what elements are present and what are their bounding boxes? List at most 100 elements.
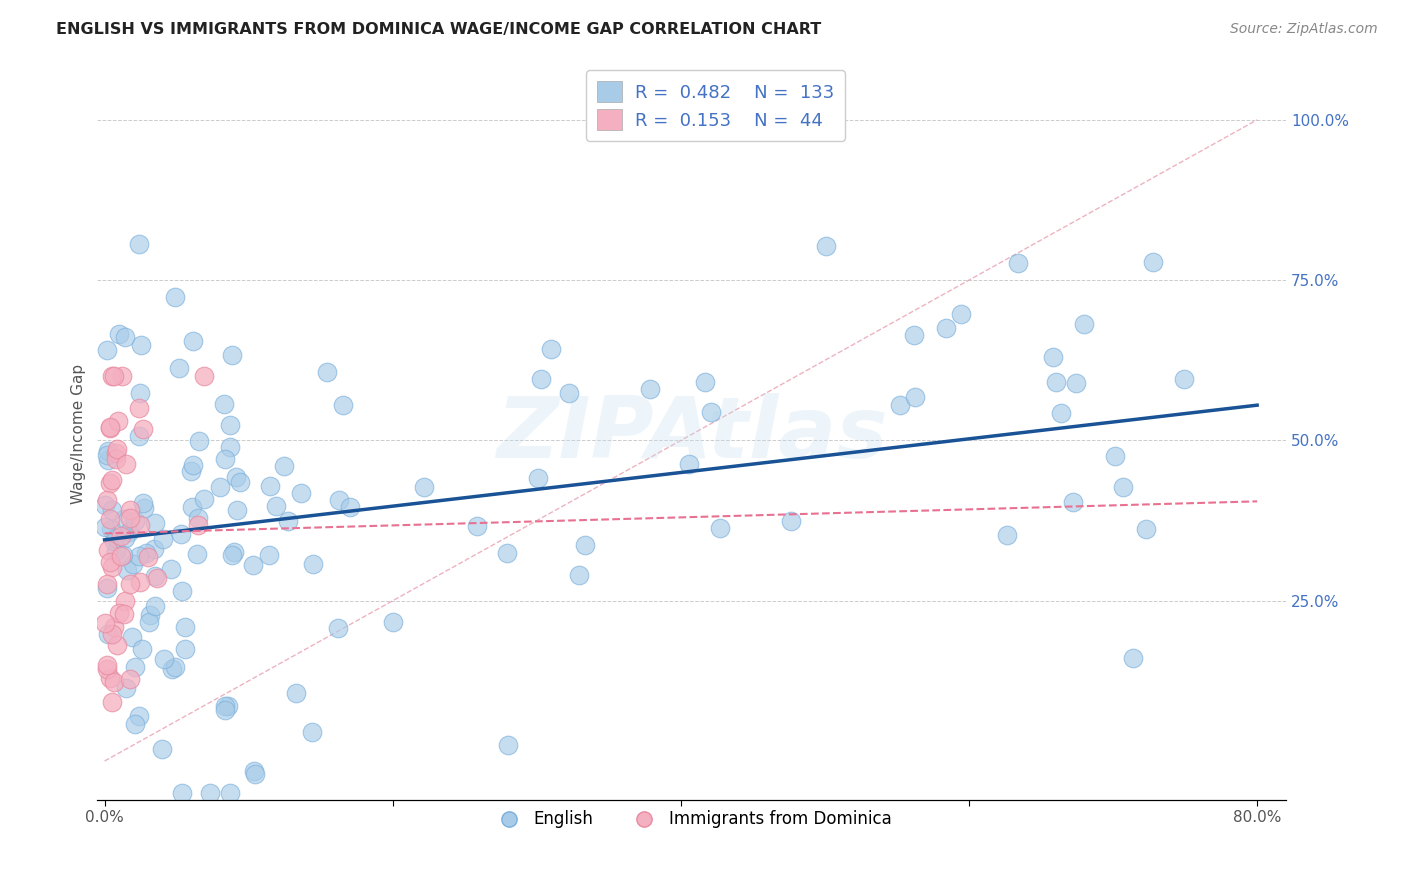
Point xyxy=(96,449,118,463)
Point xyxy=(103,533,125,548)
Point xyxy=(124,660,146,674)
Point xyxy=(135,546,157,560)
Point xyxy=(1104,450,1126,464)
Point xyxy=(995,528,1018,542)
Point xyxy=(96,492,118,507)
Legend: English, Immigrants from Dominica: English, Immigrants from Dominica xyxy=(485,804,898,835)
Point xyxy=(180,464,202,478)
Point xyxy=(1142,254,1164,268)
Point xyxy=(173,642,195,657)
Point xyxy=(111,549,134,563)
Point xyxy=(107,607,129,621)
Point xyxy=(96,662,118,676)
Point xyxy=(935,320,957,334)
Point xyxy=(903,327,925,342)
Point xyxy=(124,716,146,731)
Point xyxy=(143,542,166,557)
Point xyxy=(264,499,287,513)
Point xyxy=(104,445,127,459)
Point xyxy=(98,420,121,434)
Point xyxy=(131,641,153,656)
Point xyxy=(328,493,350,508)
Point xyxy=(1007,255,1029,269)
Point xyxy=(1064,376,1087,390)
Point xyxy=(118,577,141,591)
Point xyxy=(219,417,242,432)
Point xyxy=(143,599,166,613)
Point xyxy=(950,307,973,321)
Point xyxy=(693,375,716,389)
Point xyxy=(709,521,731,535)
Point xyxy=(530,372,553,386)
Point xyxy=(152,533,174,547)
Point xyxy=(165,289,187,303)
Point xyxy=(108,327,131,342)
Point xyxy=(160,562,183,576)
Point xyxy=(129,385,152,400)
Point xyxy=(96,343,118,358)
Point xyxy=(101,503,124,517)
Point xyxy=(339,500,361,514)
Point xyxy=(217,699,239,714)
Point xyxy=(94,498,117,512)
Point xyxy=(285,686,308,700)
Point xyxy=(221,348,243,362)
Point xyxy=(104,531,127,545)
Point xyxy=(1042,350,1064,364)
Point xyxy=(128,709,150,723)
Point xyxy=(114,330,136,344)
Point xyxy=(214,451,236,466)
Point xyxy=(218,440,240,454)
Point xyxy=(165,660,187,674)
Point xyxy=(259,479,281,493)
Point xyxy=(105,442,128,456)
Point xyxy=(128,401,150,416)
Point xyxy=(889,398,911,412)
Point xyxy=(136,550,159,565)
Point xyxy=(172,584,194,599)
Point xyxy=(104,451,127,466)
Point xyxy=(225,470,247,484)
Point xyxy=(129,338,152,352)
Point xyxy=(96,581,118,595)
Point xyxy=(94,615,117,630)
Point xyxy=(193,369,215,384)
Point xyxy=(132,496,155,510)
Point xyxy=(301,725,323,739)
Point xyxy=(181,458,204,472)
Text: Source: ZipAtlas.com: Source: ZipAtlas.com xyxy=(1230,22,1378,37)
Point xyxy=(678,457,700,471)
Point xyxy=(115,681,138,695)
Point xyxy=(1073,317,1095,331)
Point xyxy=(124,514,146,528)
Point xyxy=(170,527,193,541)
Point xyxy=(1122,650,1144,665)
Point xyxy=(193,491,215,506)
Point xyxy=(110,549,132,563)
Point xyxy=(640,382,662,396)
Point xyxy=(143,516,166,530)
Point xyxy=(111,369,134,384)
Point xyxy=(229,475,252,489)
Point xyxy=(132,421,155,435)
Point xyxy=(117,524,139,539)
Point xyxy=(112,512,135,526)
Point xyxy=(96,577,118,591)
Point xyxy=(700,405,723,419)
Point xyxy=(117,563,139,577)
Point xyxy=(138,615,160,629)
Point xyxy=(1049,406,1071,420)
Point xyxy=(105,638,128,652)
Point xyxy=(145,571,167,585)
Point xyxy=(224,544,246,558)
Point xyxy=(218,786,240,800)
Point xyxy=(243,767,266,781)
Point xyxy=(98,475,121,490)
Point xyxy=(273,459,295,474)
Point xyxy=(96,657,118,672)
Point xyxy=(1045,376,1067,390)
Point xyxy=(498,738,520,752)
Point xyxy=(103,369,125,384)
Point xyxy=(188,434,211,448)
Point xyxy=(97,453,120,467)
